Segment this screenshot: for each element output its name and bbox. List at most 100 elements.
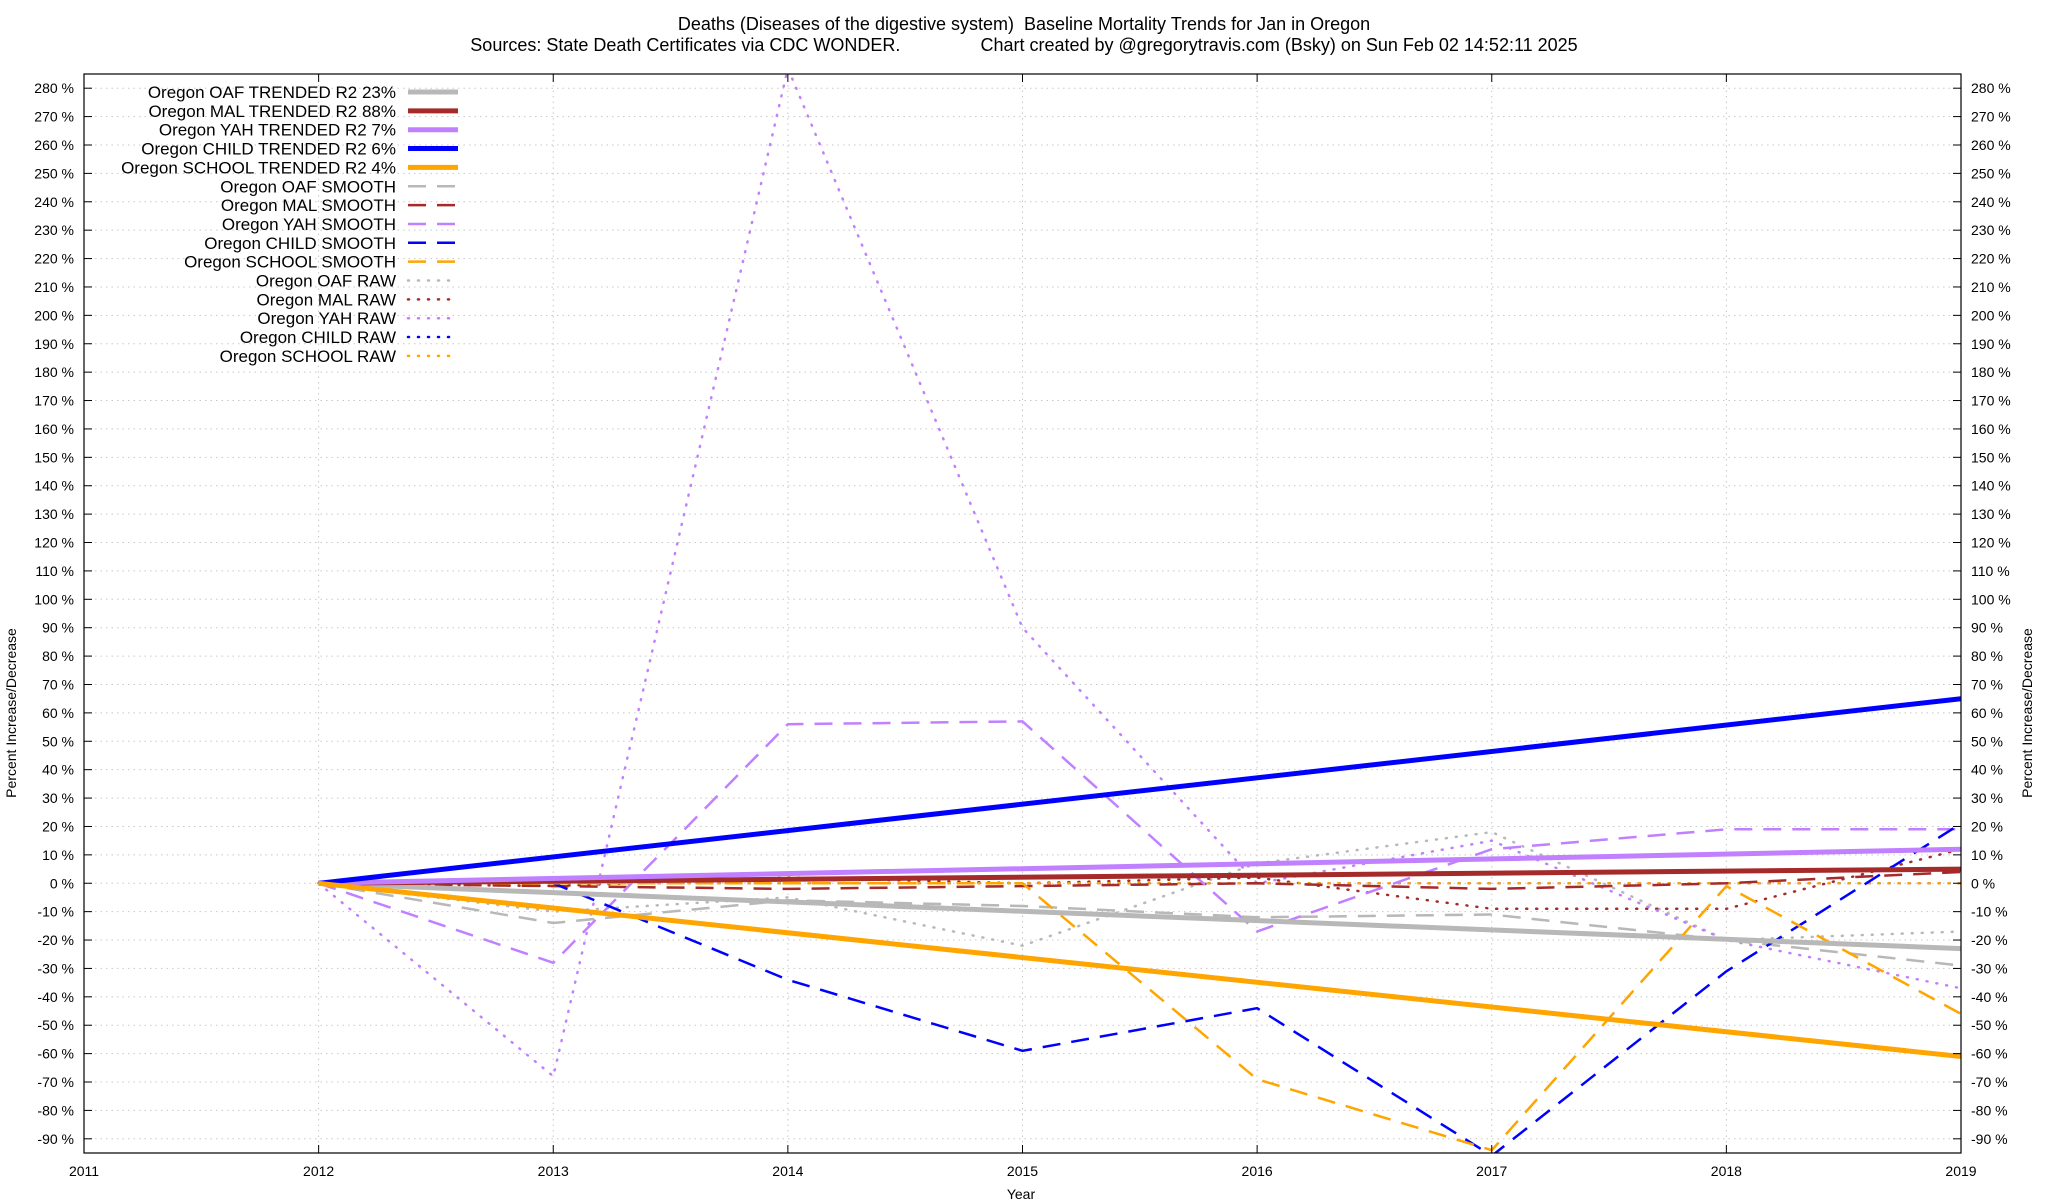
y-tick-label-left: 240 % xyxy=(34,194,74,210)
y-tick-label-left: -70 % xyxy=(37,1074,74,1090)
x-tick-label: 2011 xyxy=(69,1163,99,1179)
legend-label: Oregon CHILD SMOOTH xyxy=(204,234,396,253)
x-tick-label: 2013 xyxy=(538,1163,569,1179)
legend-label: Oregon CHILD TRENDED R2 6% xyxy=(141,140,396,159)
y-tick-label-right: 160 % xyxy=(1971,421,2011,437)
y-tick-label-right: 130 % xyxy=(1971,506,2011,522)
y-tick-label-left: 20 % xyxy=(42,818,74,834)
y-tick-label-right: -50 % xyxy=(1971,1017,2008,1033)
y-tick-label-left: 70 % xyxy=(42,676,74,692)
y-tick-label-right: 230 % xyxy=(1971,222,2011,238)
x-tick-label: 2018 xyxy=(1711,1163,1742,1179)
y-tick-label-left: 30 % xyxy=(42,790,74,806)
y-tick-label-left: 110 % xyxy=(35,563,74,579)
y-tick-label-left: 270 % xyxy=(34,109,74,125)
y-tick-label-left: -60 % xyxy=(37,1046,74,1062)
legend-label: Oregon MAL RAW xyxy=(256,290,396,309)
y-tick-label-right: 220 % xyxy=(1971,251,2011,267)
x-tick-label: 2015 xyxy=(1007,1163,1038,1179)
series-line-oregon-oaf-smooth xyxy=(318,882,1961,967)
y-tick-label-right: 270 % xyxy=(1971,109,2011,125)
series-line-oregon-yah-trended-r2-7 xyxy=(318,846,1961,886)
legend-label: Oregon MAL SMOOTH xyxy=(221,196,396,215)
y-tick-label-left: 150 % xyxy=(34,449,74,465)
legend: Oregon OAF TRENDED R2 23%Oregon MAL TREN… xyxy=(121,83,460,366)
y-axis-title-left: Percent Increase/Decrease xyxy=(3,628,19,798)
y-tick-label-right: 40 % xyxy=(1971,762,2003,778)
y-tick-label-right: 80 % xyxy=(1971,648,2003,664)
y-tick-label-right: 90 % xyxy=(1971,620,2003,636)
y-tick-label-left: -10 % xyxy=(37,904,74,920)
series-line-oregon-yah-raw xyxy=(317,74,1961,1079)
legend-label: Oregon SCHOOL RAW xyxy=(220,347,396,366)
y-tick-label-left: 140 % xyxy=(34,478,74,494)
x-tick-label: 2019 xyxy=(1945,1163,1976,1179)
y-tick-label-right: 100 % xyxy=(1971,591,2011,607)
y-tick-label-left: 50 % xyxy=(42,733,74,749)
x-axis-title: Year xyxy=(1007,1186,1036,1200)
legend-label: Oregon YAH TRENDED R2 7% xyxy=(159,121,396,140)
y-tick-label-left: 170 % xyxy=(34,393,74,409)
y-tick-label-left: 40 % xyxy=(42,762,74,778)
chart-subtitle: Sources: State Death Certificates via CD… xyxy=(470,35,1578,55)
y-tick-label-left: 100 % xyxy=(34,591,74,607)
y-tick-label-right: -70 % xyxy=(1971,1074,2008,1090)
y-tick-label-left: 260 % xyxy=(34,137,74,153)
y-tick-label-left: -80 % xyxy=(37,1102,74,1118)
y-tick-label-left: 160 % xyxy=(34,421,74,437)
y-tick-label-right: 50 % xyxy=(1971,733,2003,749)
y-tick-label-right: 0 % xyxy=(1971,875,1995,891)
y-tick-label-right: -60 % xyxy=(1971,1046,2008,1062)
series-line-oregon-mal-trended-r2-88 xyxy=(318,866,1961,886)
y-tick-label-right: 140 % xyxy=(1971,478,2011,494)
y-tick-label-left: -50 % xyxy=(37,1017,74,1033)
series-line-oregon-child-trended-r2-6 xyxy=(318,696,1961,886)
y-tick-label-left: -20 % xyxy=(37,932,74,948)
x-tick-label: 2016 xyxy=(1242,1163,1273,1179)
legend-label: Oregon SCHOOL TRENDED R2 4% xyxy=(121,158,396,177)
y-tick-label-left: 80 % xyxy=(42,648,74,664)
y-tick-label-left: 60 % xyxy=(42,705,74,721)
series-line-oregon-oaf-trended-r2-23 xyxy=(318,880,1961,952)
y-tick-label-left: -40 % xyxy=(37,989,74,1005)
legend-label: Oregon OAF TRENDED R2 23% xyxy=(148,83,396,102)
x-tick-label: 2017 xyxy=(1476,1163,1507,1179)
y-tick-label-right: -40 % xyxy=(1971,989,2008,1005)
y-tick-label-right: -30 % xyxy=(1971,960,2008,976)
y-tick-label-left: -30 % xyxy=(37,960,74,976)
y-tick-label-right: 70 % xyxy=(1971,676,2003,692)
chart-title: Deaths (Diseases of the digestive system… xyxy=(677,14,1371,34)
y-tick-label-left: 190 % xyxy=(34,336,74,352)
y-tick-label-right: 190 % xyxy=(1971,336,2011,352)
y-tick-label-left: 210 % xyxy=(34,279,74,295)
y-tick-label-right: 180 % xyxy=(1971,364,2011,380)
plot-series xyxy=(317,74,1961,1153)
legend-label: Oregon CHILD RAW xyxy=(240,328,396,347)
y-tick-label-left: 200 % xyxy=(34,307,74,323)
y-tick-label-right: 20 % xyxy=(1971,818,2003,834)
y-tick-label-right: -90 % xyxy=(1971,1131,2008,1147)
y-tick-label-right: 280 % xyxy=(1971,80,2011,96)
y-tick-label-left: 180 % xyxy=(34,364,74,380)
legend-label: Oregon YAH RAW xyxy=(257,309,396,328)
axis-ticks: -90 % -90 % -80 % -80 % -70 % -70 % -60 % -60 %… xyxy=(34,74,2011,1179)
y-tick-label-right: -80 % xyxy=(1971,1102,2008,1118)
y-tick-label-left: 130 % xyxy=(34,506,74,522)
legend-label: Oregon SCHOOL SMOOTH xyxy=(184,253,396,272)
y-axis-title-right: Percent Increase/Decrease xyxy=(2019,628,2035,798)
y-tick-label-left: 250 % xyxy=(34,165,74,181)
series-line-oregon-yah-smooth xyxy=(318,720,1961,965)
y-tick-label-right: 30 % xyxy=(1971,790,2003,806)
y-tick-label-right: 120 % xyxy=(1971,535,2011,551)
series-line-oregon-mal-smooth xyxy=(318,870,1961,891)
x-tick-label: 2014 xyxy=(772,1163,803,1179)
y-tick-label-right: 10 % xyxy=(1971,847,2003,863)
y-tick-label-right: 150 % xyxy=(1971,449,2011,465)
y-tick-label-left: 0 % xyxy=(50,875,74,891)
legend-label: Oregon OAF RAW xyxy=(256,272,396,291)
y-tick-label-right: 240 % xyxy=(1971,194,2011,210)
legend-label: Oregon MAL TRENDED R2 88% xyxy=(148,102,396,121)
series-line-oregon-school-trended-r2-4 xyxy=(318,880,1961,1059)
x-tick-label: 2012 xyxy=(303,1163,334,1179)
